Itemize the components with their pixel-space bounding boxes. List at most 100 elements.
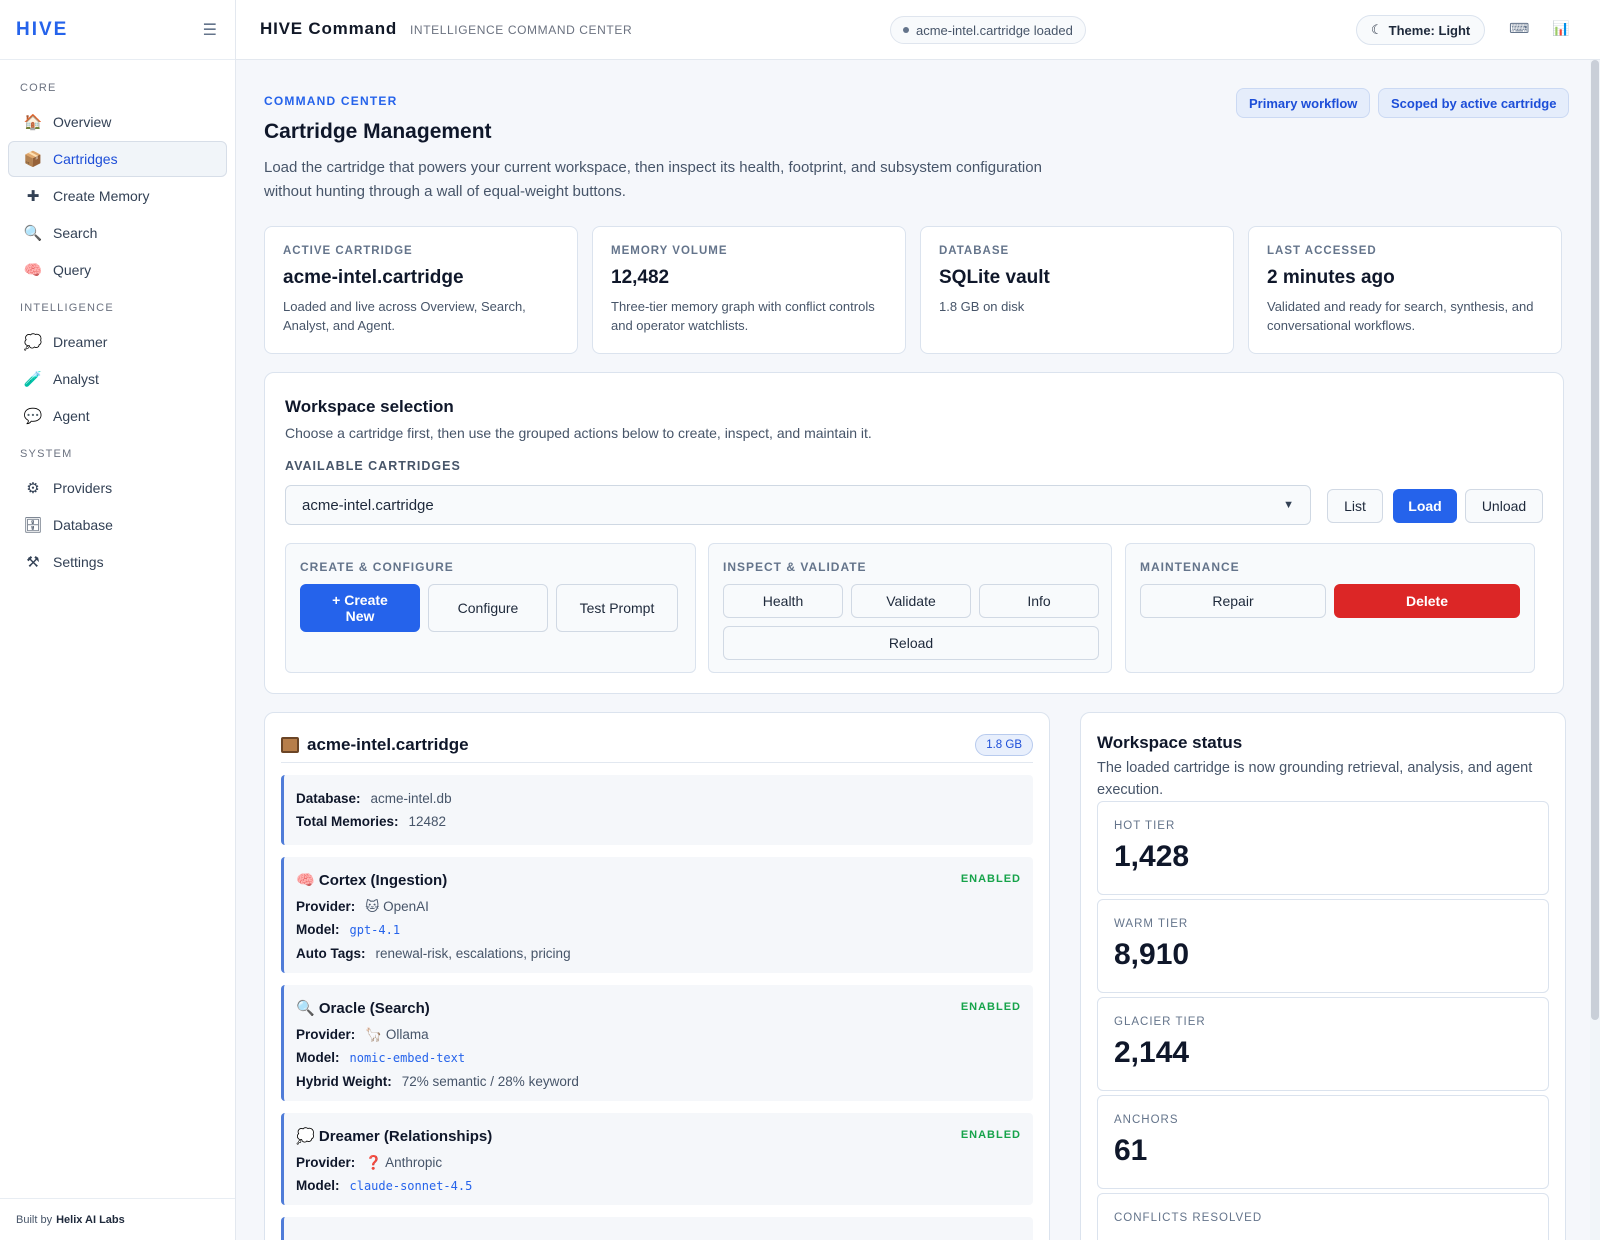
stat-label: ACTIVE CARTRIDGE [283, 245, 413, 257]
sidebar-item-search[interactable]: 🔍 Search [8, 215, 227, 251]
search-icon: 🔍 [23, 225, 43, 242]
stat-value: acme-intel.cartridge [283, 267, 464, 288]
sidebar-item-cartridges[interactable]: 📦 Cartridges [8, 141, 227, 177]
tier-card-warm: WARM TIER 8,910 [1097, 899, 1549, 993]
validate-button[interactable]: Validate [851, 584, 971, 618]
total-memories-label: Total Memories: [296, 814, 399, 829]
tags-label: Auto Tags: [296, 946, 366, 961]
weight-value: 72% semantic / 28% keyword [401, 1074, 579, 1089]
page-title: Cartridge Management [264, 120, 492, 143]
cortex-enabled-badge: ENABLED [960, 873, 1021, 885]
sidebar-item-label: Overview [53, 114, 112, 130]
llama-icon: 🦙 [365, 1027, 383, 1042]
stat-sub: 1.8 GB on disk [939, 299, 1025, 314]
load-button[interactable]: Load [1393, 489, 1457, 523]
openai-icon: 🐱 [365, 899, 380, 914]
provider-value: Anthropic [385, 1155, 443, 1170]
database-line: Database: acme-intel.db [296, 787, 1021, 810]
cortex-title-text: Cortex (Ingestion) [318, 872, 448, 889]
chip-primary-workflow: Primary workflow [1236, 88, 1371, 118]
sidebar-item-database[interactable]: 🗄 Database [8, 507, 227, 543]
nav-section-core: CORE [20, 82, 57, 94]
model-label: Model: [296, 922, 340, 937]
workspace-selection-panel: Workspace selection Choose a cartridge f… [264, 372, 1564, 694]
cartridge-detail-panel: acme-intel.cartridge 1.8 GB Database: acm… [264, 712, 1050, 1240]
cartridge-select[interactable]: acme-intel.cartridge ▼ [285, 485, 1311, 525]
page-scrollbar[interactable] [1590, 60, 1600, 1240]
weight-label: Hybrid Weight: [296, 1074, 392, 1089]
unload-button[interactable]: Unload [1465, 489, 1543, 523]
info-button[interactable]: Info [979, 584, 1099, 618]
provider-value: Ollama [385, 1027, 429, 1042]
configure-button[interactable]: Configure [428, 584, 548, 632]
provider-label: Provider: [296, 1027, 356, 1042]
sidebar-item-label: Create Memory [53, 188, 150, 204]
tags-value: renewal-risk, escalations, pricing [375, 946, 571, 961]
group-label: INSPECT & VALIDATE [723, 560, 867, 574]
sidebar-item-label: Search [53, 225, 98, 241]
chart-icon[interactable]: 📊 [1552, 20, 1570, 36]
database-icon: 🗄 [23, 517, 43, 534]
menu-toggle-icon[interactable]: ☰ [202, 21, 217, 39]
workspace-description: Choose a cartridge first, then use the g… [285, 425, 872, 441]
total-memories-line: Total Memories: 12482 [296, 810, 1021, 833]
keyboard-icon[interactable]: ⌨ [1509, 20, 1530, 36]
theme-label: Theme: Light [1388, 22, 1471, 38]
sidebar-item-analyst[interactable]: 🧪 Analyst [8, 361, 227, 397]
sidebar-item-query[interactable]: 🧠 Query [8, 252, 227, 288]
tier-card-hot: HOT TIER 1,428 [1097, 801, 1549, 895]
sidebar-item-providers[interactable]: ⚙ Providers [8, 470, 227, 506]
oracle-title: 🔍 Oracle (Search) [296, 997, 1021, 1021]
sidebar-item-dreamer[interactable]: 💭 Dreamer [8, 324, 227, 360]
create-new-button[interactable]: + Create New [300, 584, 420, 632]
sidebar-item-label: Agent [53, 408, 90, 424]
sidebar-item-label: Settings [53, 554, 104, 570]
chip-scoped: Scoped by active cartridge [1378, 88, 1570, 118]
test-prompt-button[interactable]: Test Prompt [556, 584, 678, 632]
delete-button[interactable]: Delete [1334, 584, 1520, 618]
group-label: MAINTENANCE [1140, 560, 1240, 574]
stat-card-memory-volume: MEMORY VOLUME 12,482 Three-tier memory g… [592, 226, 906, 354]
workspace-title: Workspace selection [285, 397, 454, 416]
sidebar-item-overview[interactable]: 🏠 Overview [8, 104, 227, 140]
chevron-down-icon: ▼ [1283, 499, 1294, 511]
scrollbar-thumb[interactable] [1591, 60, 1599, 1020]
stat-label: MEMORY VOLUME [611, 245, 728, 257]
sidebar-header: HIVE ☰ [0, 0, 235, 60]
page-description: Load the cartridge that powers your curr… [264, 159, 1042, 200]
oracle-block: 🔍 Oracle (Search) ENABLED Provider: 🦙 Oll… [281, 985, 1033, 1101]
tier-value: 8,910 [1114, 938, 1190, 971]
model-label: Model: [296, 1178, 340, 1193]
theme-toggle-button[interactable]: ☾ Theme: Light [1356, 15, 1486, 45]
tier-label: GLACIER TIER [1114, 1016, 1206, 1028]
reload-button[interactable]: Reload [723, 626, 1099, 660]
database-label: Database: [296, 791, 361, 806]
stat-value: SQLite vault [939, 267, 1050, 288]
brand-logo[interactable]: HIVE [16, 18, 69, 40]
create-configure-group: CREATE & CONFIGURE + Create New Configur… [285, 543, 696, 673]
cartridge-select-label: AVAILABLE CARTRIDGES [285, 459, 461, 473]
sidebar-item-agent[interactable]: 💬 Agent [8, 398, 227, 434]
oracle-provider-line: Provider: 🦙 Ollama [296, 1023, 1021, 1046]
database-value: acme-intel.db [370, 791, 452, 806]
package-icon [281, 736, 299, 753]
package-icon: 📦 [23, 151, 43, 168]
cartridge-name-text: acme-intel.cartridge [307, 734, 469, 754]
stat-label: LAST ACCESSED [1267, 245, 1377, 257]
total-memories-value: 12482 [408, 814, 447, 829]
tools-icon: ⚒ [26, 554, 40, 571]
provider-value: OpenAI [383, 899, 429, 914]
dreamer-provider-line: Provider: ❓ Anthropic [296, 1151, 1021, 1174]
stat-sub: Loaded and live across Overview, Search,… [283, 299, 526, 333]
stat-sub: Three-tier memory graph with conflict co… [611, 299, 875, 333]
list-button[interactable]: List [1327, 489, 1383, 523]
dreamer-model-line: Model: claude-sonnet-4.5 [296, 1174, 1021, 1198]
health-button[interactable]: Health [723, 584, 843, 618]
sidebar-item-create-memory[interactable]: ✚ Create Memory [8, 178, 227, 214]
repair-button[interactable]: Repair [1140, 584, 1326, 618]
thought-bubble-icon: 💭 [23, 334, 43, 351]
sidebar-item-settings[interactable]: ⚒ Settings [8, 544, 227, 580]
stat-value: 2 minutes ago [1267, 267, 1395, 288]
cartridge-name: acme-intel.cartridge [281, 735, 469, 755]
oracle-model-line: Model: nomic-embed-text [296, 1046, 1021, 1070]
